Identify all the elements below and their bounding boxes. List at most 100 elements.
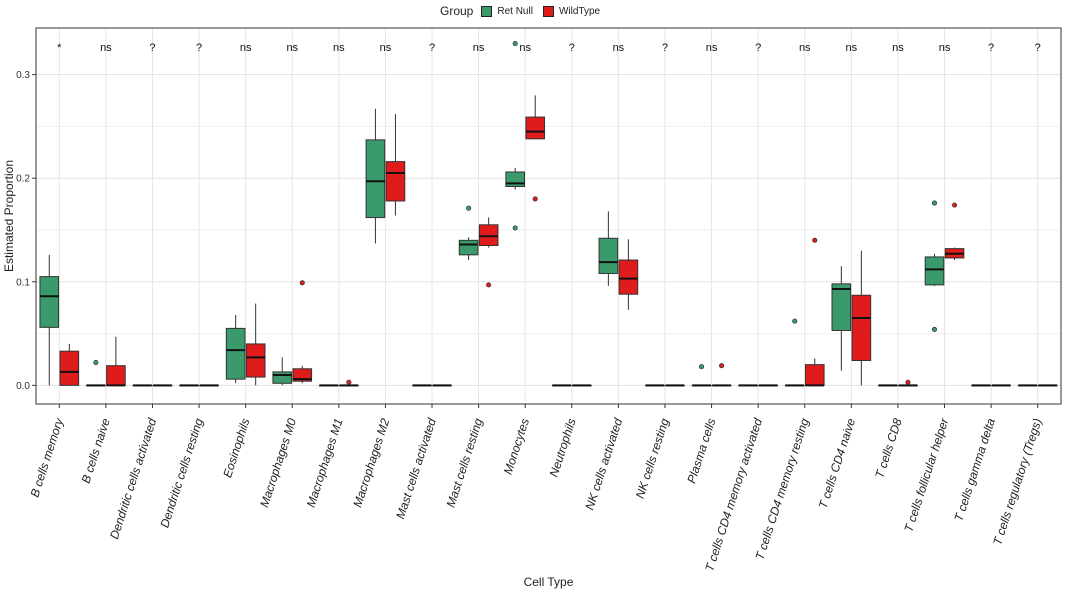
box-wildtype: [804, 237, 825, 387]
x-tick-label: Macrophages M1: [304, 417, 346, 510]
box-ret-null: [412, 384, 432, 387]
significance-label: ?: [755, 42, 761, 54]
x-tick-label: T cells CD8: [872, 416, 905, 480]
box-wildtype: [851, 250, 872, 386]
significance-label: ?: [988, 42, 994, 54]
box-ret-null: [878, 384, 898, 387]
box-body: [831, 283, 852, 331]
box-wildtype: [432, 384, 452, 387]
significance-label: ?: [149, 42, 155, 54]
significance-label: ns: [380, 42, 392, 54]
significance-label: ns: [892, 42, 904, 54]
box-body: [851, 294, 872, 361]
legend-swatch-ret-null: [481, 5, 493, 17]
box-wildtype: [245, 303, 266, 386]
box-wildtype: [525, 95, 546, 202]
box-body: [39, 276, 60, 328]
box-body: [292, 368, 313, 382]
outlier-point: [951, 202, 958, 208]
annotation-layer: * ns?? ns ns ns ns? ns ns? ns? ns? ns ns ns ns??: [57, 42, 1041, 54]
x-tick-label: Monocytes: [501, 417, 532, 477]
box-wildtype: [385, 113, 406, 216]
box-wildtype: [944, 202, 965, 261]
outlier-point: [812, 237, 818, 243]
significance-label: ns: [846, 42, 858, 54]
grid-layer: [36, 28, 1061, 404]
significance-label: ns: [240, 42, 252, 54]
outlier-point: [931, 200, 938, 206]
x-tick-label: NK cells resting: [633, 416, 672, 500]
box-ret-null: [784, 318, 805, 387]
significance-label: ns: [473, 42, 485, 54]
box-ret-null: [225, 314, 246, 384]
box-ret-null: [738, 384, 758, 387]
significance-label: ns: [706, 42, 718, 54]
significance-label: ns: [613, 42, 625, 54]
box-ret-null: [551, 384, 572, 387]
box-body: [272, 371, 293, 384]
y-tick-label: 0.3: [16, 70, 30, 81]
outlier-point: [512, 40, 518, 47]
outlier-point: [486, 282, 492, 288]
y-tick-label: 0.0: [16, 381, 30, 392]
x-tick-label: Dendritic cells resting: [157, 416, 206, 529]
significance-label: ?: [196, 42, 202, 54]
box-ret-null: [86, 360, 106, 387]
box-body: [618, 259, 639, 295]
box-ret-null: [691, 364, 712, 387]
box-wildtype: [571, 384, 592, 387]
significance-label: *: [57, 42, 62, 54]
x-axis-title: Cell Type: [524, 575, 574, 589]
box-body: [225, 327, 246, 380]
box-body: [478, 224, 499, 247]
x-tick-label: NK cells activated: [582, 416, 625, 511]
y-axis-title: Estimated Proportion: [2, 160, 16, 272]
box-body: [525, 116, 546, 140]
x-tick-label: B cells memory: [27, 416, 66, 499]
x-tick-label: Dendritic cells activated: [107, 416, 159, 541]
legend-label-wildtype: WildType: [558, 5, 601, 17]
box-wildtype: [1037, 384, 1058, 387]
x-tick-label: T cells CD4 memory resting: [753, 416, 812, 561]
significance-label: ?: [662, 42, 668, 54]
box-body: [245, 343, 266, 378]
box-wildtype: [478, 217, 499, 288]
box-body: [59, 350, 80, 386]
box-wildtype: [106, 336, 126, 387]
significance-label: ns: [519, 42, 531, 54]
box-wildtype: [758, 384, 778, 387]
outlier-point: [905, 379, 911, 385]
outlier-point: [931, 326, 938, 332]
box-body: [458, 239, 479, 256]
significance-label: ?: [569, 42, 575, 54]
y-axis: 0.0 0.1 0.2 0.3: [16, 70, 36, 392]
significance-label: ?: [1035, 42, 1041, 54]
legend-swatch-wildtype: [542, 5, 554, 17]
outlier-point: [792, 318, 798, 324]
y-tick-label: 0.1: [16, 277, 30, 288]
box-wildtype: [199, 384, 219, 387]
legend-item-ret-null[interactable]: Ret Null: [481, 5, 533, 17]
box-ret-null: [645, 384, 665, 387]
box-wildtype: [152, 384, 173, 387]
legend-label-ret-null: Ret Null: [497, 5, 533, 17]
box-ret-null: [179, 384, 199, 387]
box-ret-null: [272, 357, 293, 386]
x-tick-label: T cells follicular helper: [901, 416, 951, 534]
significance-label: ns: [286, 42, 298, 54]
box-wildtype: [711, 363, 732, 387]
box-layer: [39, 40, 1058, 387]
box-body: [385, 161, 406, 202]
x-tick-label: Plasma cells: [684, 417, 718, 485]
box-ret-null: [458, 205, 479, 261]
x-tick-label: Neutrophils: [547, 417, 579, 479]
outlier-point: [719, 363, 725, 369]
box-wildtype: [59, 343, 80, 386]
legend-item-wildtype[interactable]: WildType: [542, 5, 601, 17]
significance-label: ?: [429, 42, 435, 54]
box-wildtype: [618, 239, 639, 310]
outlier-point: [699, 364, 705, 370]
box-ret-null: [598, 211, 619, 286]
x-tick-label: B cells naive: [79, 416, 113, 485]
